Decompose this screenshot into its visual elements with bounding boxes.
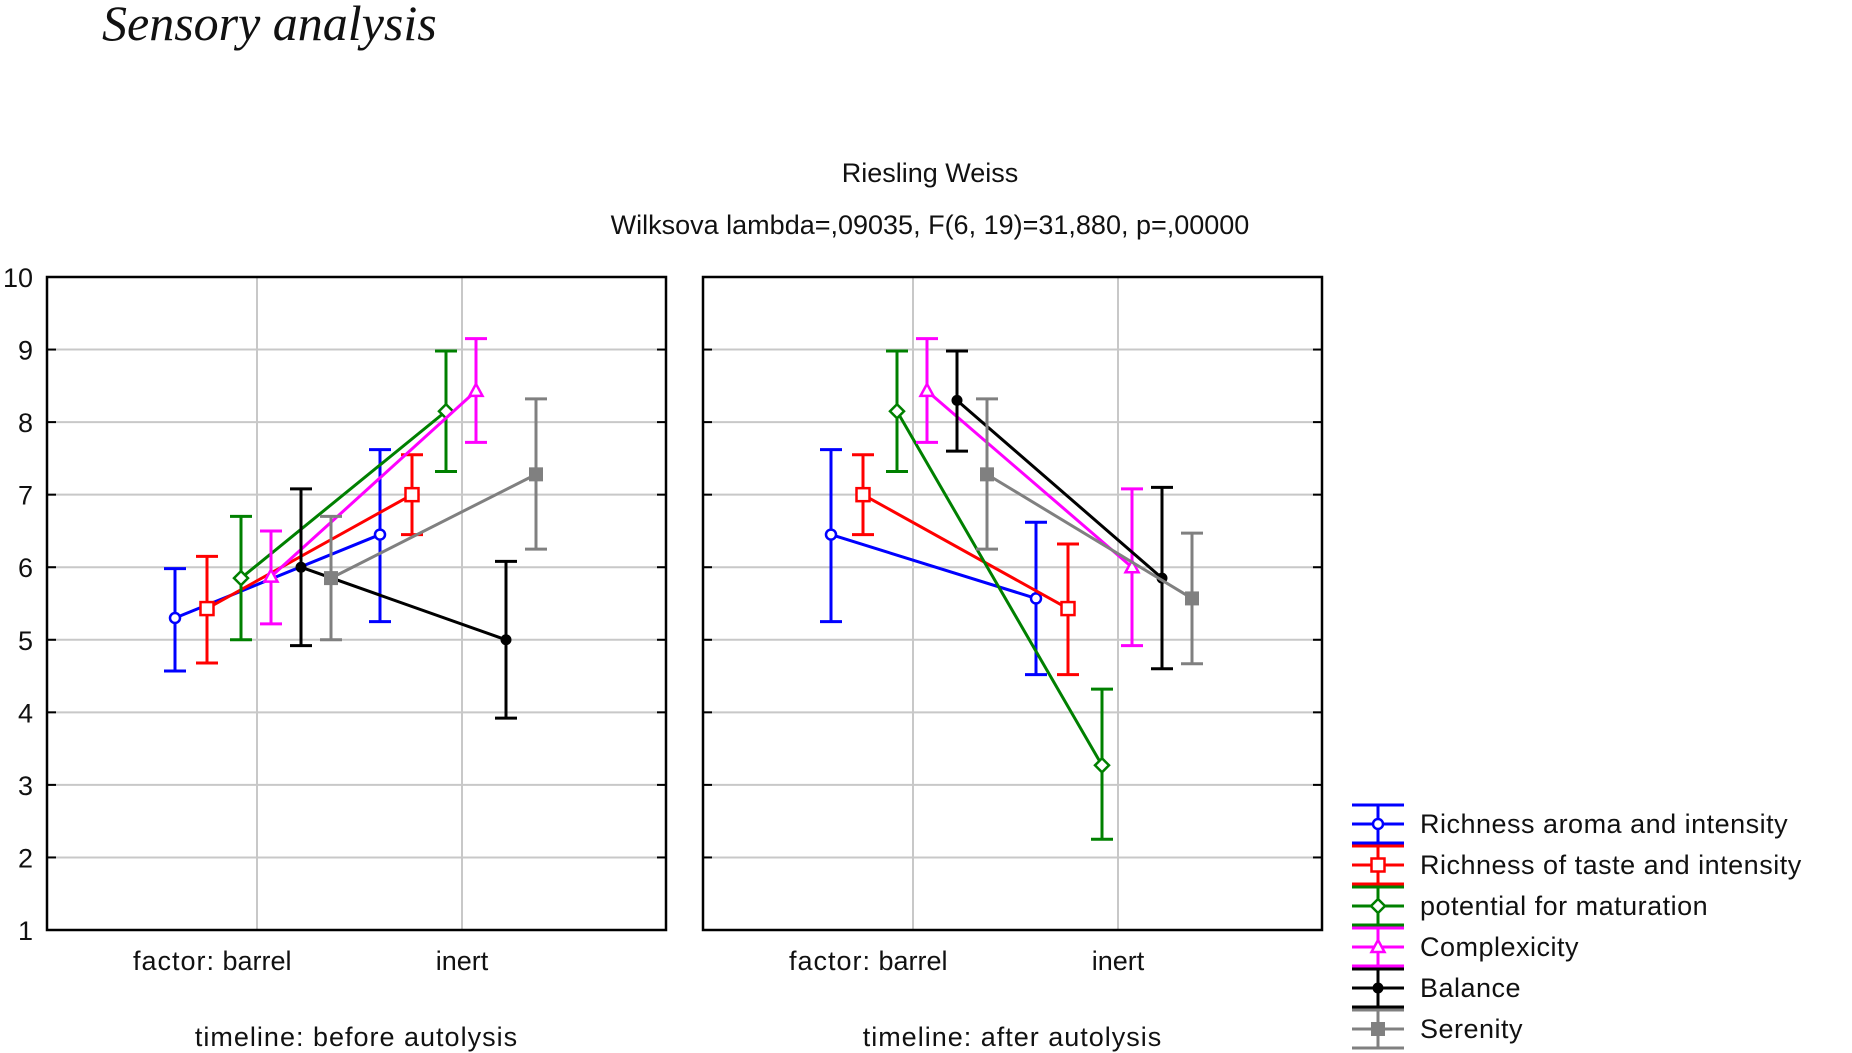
- series-serenity: [320, 397, 547, 642]
- y-tick-label: 4: [18, 698, 33, 728]
- y-tick-label: 7: [18, 481, 33, 511]
- legend-item: Balance: [1352, 967, 1521, 1009]
- legend-item: Complexicity: [1352, 926, 1579, 968]
- data-point: [855, 486, 871, 503]
- data-point: [1029, 592, 1043, 605]
- data-point: [529, 467, 543, 482]
- panel-before-autolysis: factor: barrel inert timeline: before autol…: [45, 275, 668, 1052]
- series-line: [895, 410, 1104, 767]
- x-factor-label: factor:: [789, 946, 871, 976]
- legend-item: potential for maturation: [1352, 885, 1708, 927]
- legend-label: Richness of taste and intensity: [1420, 850, 1802, 880]
- series-line: [830, 533, 1037, 600]
- x-tick-label-barrel: barrel: [222, 946, 291, 976]
- legend: Richness aroma and intensity Richness of …: [1352, 803, 1802, 1050]
- series-line: [240, 410, 447, 580]
- gridlines: [703, 277, 1322, 930]
- series-line: [269, 389, 478, 578]
- y-tick-label: 1: [18, 916, 33, 946]
- series-balance: [946, 349, 1173, 671]
- series-richness-of-taste-and-intensity: [852, 453, 1079, 677]
- legend-marker: [1371, 1022, 1385, 1036]
- series-richness-aroma-and-intensity: [820, 448, 1047, 677]
- data-point: [888, 402, 906, 420]
- y-tick-label: 2: [18, 843, 33, 873]
- legend-marker: [1369, 897, 1387, 915]
- y-tick-label: 8: [18, 408, 33, 438]
- data-point: [324, 571, 338, 586]
- data-point: [404, 486, 420, 503]
- data-point: [918, 381, 936, 398]
- gridlines: [47, 277, 666, 930]
- x-tick-label-inert: inert: [436, 946, 489, 976]
- legend-marker: [1371, 817, 1385, 831]
- legend-marker: [1369, 937, 1387, 954]
- legend-marker: [1372, 982, 1384, 994]
- x-tick-label-inert: inert: [1092, 946, 1145, 976]
- data-point: [199, 600, 215, 617]
- legend-item: Richness of taste and intensity: [1352, 844, 1802, 886]
- series-complexicity: [916, 337, 1143, 648]
- series-line: [330, 473, 537, 580]
- series-balance: [290, 487, 517, 720]
- series-complexicity: [260, 337, 487, 626]
- data-point: [232, 569, 250, 587]
- data-point: [467, 381, 485, 398]
- series-line: [956, 399, 1163, 580]
- y-tick-label: 6: [18, 553, 33, 583]
- chart-subtitle: Wilksova lambda=,09035, F(6, 19)=31,880,…: [611, 210, 1250, 240]
- legend-label: Complexicity: [1420, 932, 1579, 962]
- y-tick-label: 10: [3, 263, 33, 293]
- legend-marker: [1370, 857, 1386, 873]
- panel-after-autolysis: factor: barrel inert timeline: after autoly…: [701, 275, 1324, 1052]
- data-point: [168, 611, 182, 625]
- data-point: [295, 561, 307, 573]
- series-line: [862, 493, 1069, 610]
- plot-frame: [45, 275, 668, 932]
- legend-label: potential for maturation: [1420, 891, 1708, 921]
- panel-label: timeline: after autolysis: [863, 1022, 1163, 1052]
- data-point: [951, 394, 963, 406]
- chart-header: Riesling Weiss Wilksova lambda=,09035, F…: [611, 158, 1250, 240]
- y-tick-label: 9: [18, 336, 33, 366]
- data-point: [1093, 756, 1111, 775]
- x-factor-label: factor:: [133, 946, 215, 976]
- data-point: [1185, 591, 1199, 606]
- page-heading: Sensory analysis: [102, 0, 437, 51]
- series-serenity: [976, 397, 1203, 666]
- y-tick-label: 3: [18, 771, 33, 801]
- legend-item: Richness aroma and intensity: [1352, 803, 1788, 845]
- data-point: [1060, 600, 1076, 617]
- data-point: [373, 528, 387, 541]
- data-point: [500, 634, 512, 646]
- y-axis-labels: 1 2 3 4 5 6 7 8 9 10: [3, 263, 33, 946]
- legend-label: Serenity: [1420, 1014, 1523, 1044]
- data-point: [262, 567, 280, 583]
- data-point: [980, 467, 994, 482]
- x-tick-label-barrel: barrel: [878, 946, 947, 976]
- chart-title: Riesling Weiss: [842, 158, 1019, 188]
- data-point: [824, 528, 838, 541]
- legend-label: Richness aroma and intensity: [1420, 809, 1788, 839]
- series-line: [926, 389, 1133, 569]
- series-line: [986, 473, 1193, 600]
- panel-label: timeline: before autolysis: [195, 1022, 518, 1052]
- series-potential-for-maturation: [886, 349, 1113, 841]
- y-tick-label: 5: [18, 626, 33, 656]
- series-richness-of-taste-and-intensity: [196, 453, 423, 665]
- legend-item: Serenity: [1352, 1008, 1523, 1050]
- legend-label: Balance: [1420, 973, 1521, 1003]
- plot-frame: [701, 275, 1324, 932]
- data-point: [1123, 557, 1141, 574]
